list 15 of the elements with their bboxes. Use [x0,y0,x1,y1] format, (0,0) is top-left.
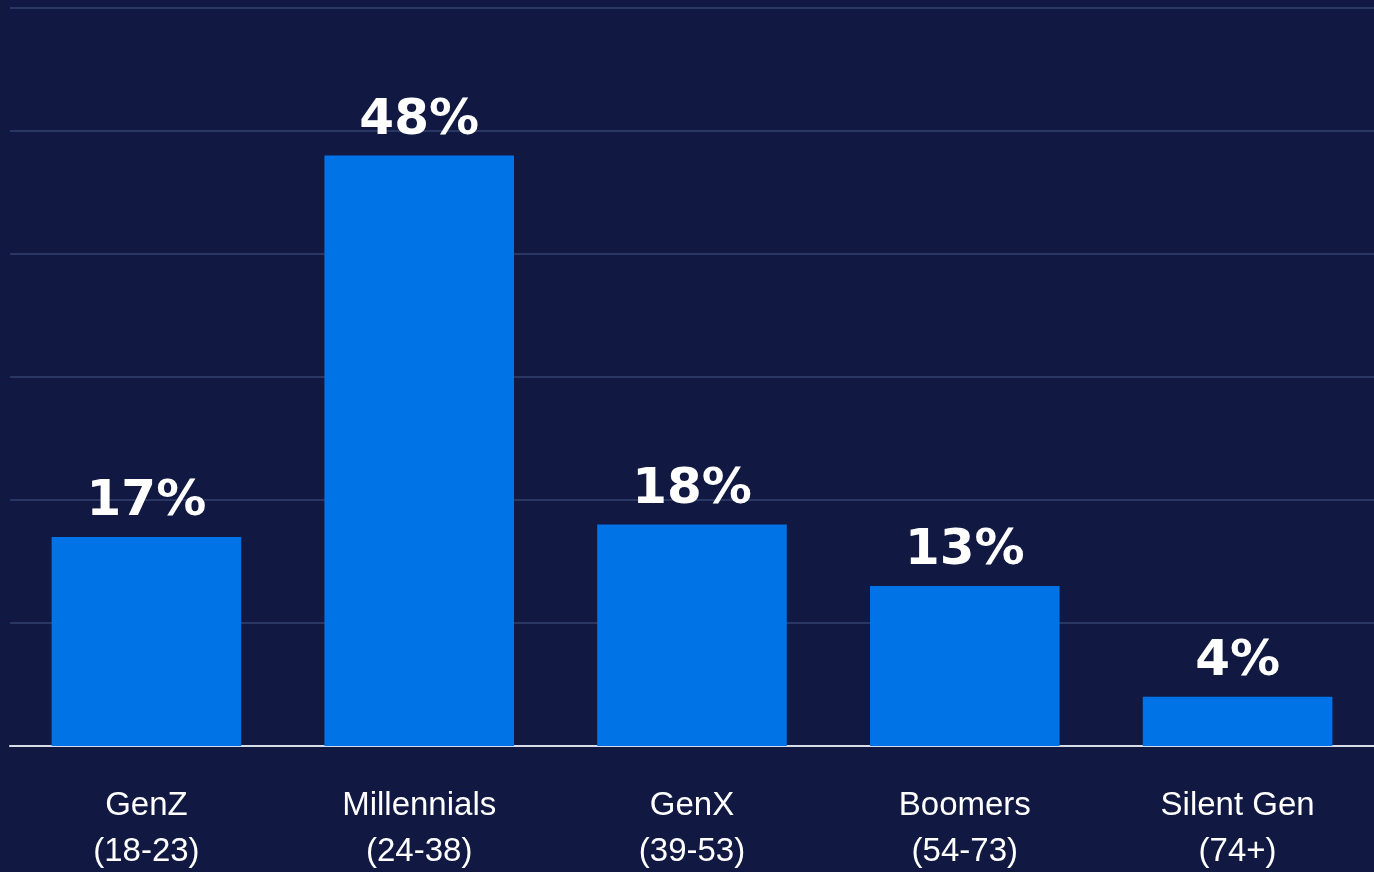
data-label: 48% [359,87,480,146]
data-label: 18% [632,456,752,515]
bar [1142,696,1333,746]
data-label: 4% [1195,628,1281,687]
bar [51,536,242,746]
x-tick-label: GenX (39-53) [638,784,746,868]
x-tick-label: GenZ (18-23) [93,784,200,868]
data-label: 17% [86,468,207,527]
bar [324,155,514,746]
data-label: 13% [904,518,1025,577]
x-tick-label: Silent Gen (74+) [1160,784,1315,868]
x-tick-label: Millennials (24-38) [342,784,497,868]
bar [870,586,1060,746]
bar [597,524,787,746]
x-tick-label: Boomers (54-73) [898,784,1031,868]
